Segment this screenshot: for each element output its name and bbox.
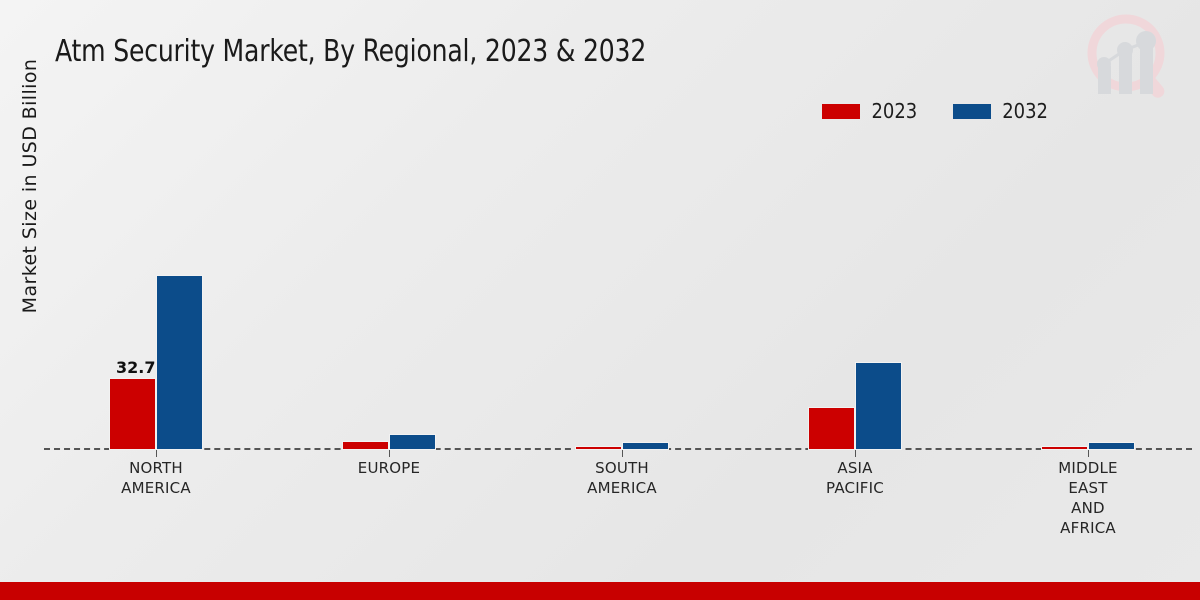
legend-swatch-2032 — [953, 103, 992, 119]
bar-2032-asia-pacific[interactable] — [855, 362, 902, 450]
plot-area: 32.73 — [44, 150, 1192, 457]
bar-2023-europe[interactable] — [342, 441, 389, 450]
legend-swatch-2023 — [822, 103, 861, 119]
bar-2032-north-america[interactable] — [156, 275, 203, 450]
legend-label-2032: 2032 — [1002, 99, 1048, 123]
x-axis-label-middle-east-and-africa: MIDDLE EAST AND AFRICA — [1008, 458, 1168, 538]
x-axis-label-line: AND — [1071, 499, 1105, 517]
x-axis-label-south-america: SOUTH AMERICA — [542, 458, 702, 498]
bar-2023-asia-pacific[interactable] — [808, 407, 855, 450]
x-axis-label-line: ASIA — [837, 459, 873, 477]
x-axis-label-line: AMERICA — [587, 479, 657, 497]
x-axis-label-line: AMERICA — [121, 479, 191, 497]
chart-legend: 2023 2032 — [822, 101, 1048, 121]
bar-2032-south-america[interactable] — [622, 442, 669, 450]
bar-group-north-america: 32.73 — [92, 150, 252, 457]
bar-2023-north-america[interactable]: 32.73 — [109, 358, 167, 450]
bar-group-middle-east-and-africa — [1024, 150, 1184, 457]
legend-item-2032[interactable]: 2032 — [953, 101, 1048, 121]
x-axis-label-line: AFRICA — [1060, 519, 1116, 537]
bar-2023-middle-east-and-africa[interactable] — [1041, 446, 1088, 450]
y-axis-title: Market Size in USD Billion — [19, 58, 41, 314]
x-axis-label-europe: EUROPE — [309, 458, 469, 478]
x-axis-tick-south-america — [622, 450, 623, 457]
bar-group-south-america — [558, 150, 718, 457]
x-axis-label-line: MIDDLE — [1058, 459, 1118, 477]
chart-title: Atm Security Market, By Regional, 2023 &… — [55, 34, 647, 69]
legend-label-2023: 2023 — [871, 99, 918, 123]
footer-accent-bar — [0, 582, 1200, 600]
x-axis-label-asia-pacific: ASIA PACIFIC — [775, 458, 935, 498]
x-axis-label-line: EUROPE — [357, 459, 421, 477]
x-axis-tick-middle-east-and-africa — [1088, 450, 1089, 457]
bar-group-asia-pacific — [791, 150, 951, 457]
x-axis-label-north-america: NORTH AMERICA — [76, 458, 236, 498]
legend-item-2023[interactable]: 2023 — [822, 101, 917, 121]
bar-2023-south-america[interactable] — [575, 446, 622, 450]
x-axis-label-line: SOUTH — [595, 459, 649, 477]
watermark-logo-icon — [1074, 8, 1182, 108]
x-axis-label-line: EAST — [1068, 479, 1108, 497]
x-axis-tick-asia-pacific — [855, 450, 856, 457]
bar-value-2023-north-america: 32.73 — [116, 358, 167, 377]
bar-2032-europe[interactable] — [389, 434, 436, 450]
bar-2032-middle-east-and-africa[interactable] — [1088, 442, 1135, 450]
x-axis-label-line: NORTH — [129, 459, 183, 477]
bar-group-europe — [325, 150, 485, 457]
x-axis-tick-europe — [389, 450, 390, 457]
x-axis-tick-north-america — [156, 450, 157, 457]
x-axis-label-line: PACIFIC — [826, 479, 884, 497]
